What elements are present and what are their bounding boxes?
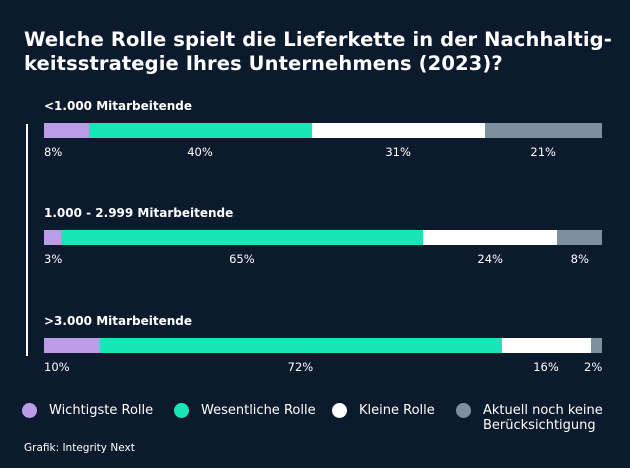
- legend-swatch-wichtigste: [22, 403, 37, 418]
- bar-segment-kleine: [311, 123, 485, 138]
- legend-item-kleine: Kleine Rolle: [332, 403, 435, 418]
- legend-label-line: Berücksichtigung: [483, 418, 596, 433]
- bar-segment-wichtigste: [44, 338, 100, 353]
- bar-segment-kleine: [501, 338, 591, 353]
- category-label: 1.000 - 2.999 Mitarbeitende: [44, 206, 234, 220]
- bar-segment-wesentliche: [88, 123, 312, 138]
- value-label-aktuell: 8%: [570, 252, 589, 266]
- vertical-divider: [26, 124, 28, 356]
- legend-item-wichtigste: Wichtigste Rolle: [22, 403, 153, 418]
- legend-label-line: Aktuell noch keine: [483, 403, 603, 418]
- legend-label: Wichtigste Rolle: [49, 403, 154, 418]
- category-label: >3.000 Mitarbeitende: [44, 314, 192, 328]
- value-label-wichtigste: 8%: [44, 145, 63, 159]
- category-label: <1.000 Mitarbeitende: [44, 99, 192, 113]
- legend: Wichtigste Rolle Wesentliche Rolle Klein…: [22, 403, 622, 435]
- value-labels-1000-2999: 3% 65% 24% 8%: [44, 252, 602, 268]
- source-note: Grafik: Integrity Next: [24, 442, 135, 454]
- chart-title: Welche Rolle spielt die Lieferkette in d…: [24, 28, 614, 76]
- value-labels-lt-1000: 8% 40% 31% 21%: [44, 145, 602, 161]
- chart-title-line-1: Welche Rolle spielt die Lieferkette in d…: [24, 28, 612, 51]
- stacked-bar-gt-3000: [44, 338, 602, 353]
- value-label-kleine: 31%: [385, 145, 411, 159]
- bar-segment-wichtigste: [44, 230, 61, 245]
- value-label-kleine: 16%: [533, 360, 559, 374]
- legend-item-aktuell: Aktuell noch keine Berücksichtigung: [456, 403, 603, 433]
- value-label-aktuell: 2%: [584, 360, 603, 374]
- value-label-wichtigste: 3%: [44, 252, 63, 266]
- value-label-aktuell: 21%: [530, 145, 556, 159]
- value-label-wichtigste: 10%: [44, 360, 70, 374]
- legend-item-wesentliche: Wesentliche Rolle: [174, 403, 316, 418]
- legend-label-aktuell: Aktuell noch keine Berücksichtigung: [483, 403, 603, 433]
- stacked-bar-1000-2999: [44, 230, 602, 245]
- bar-segment-aktuell: [484, 123, 602, 138]
- bar-segment-wesentliche: [99, 338, 502, 353]
- value-label-wesentliche: 40%: [187, 145, 213, 159]
- bar-segment-aktuell: [590, 338, 602, 353]
- bar-segment-kleine: [423, 230, 558, 245]
- bar-segment-wichtigste: [44, 123, 89, 138]
- value-label-wesentliche: 72%: [287, 360, 314, 374]
- value-labels-gt-3000: 10% 72% 16% 2%: [44, 360, 602, 376]
- bar-segment-aktuell: [557, 230, 602, 245]
- stacked-bar-lt-1000: [44, 123, 602, 138]
- value-label-wesentliche: 65%: [229, 252, 255, 266]
- legend-label: Kleine Rolle: [359, 403, 435, 418]
- value-label-kleine: 24%: [477, 252, 503, 266]
- legend-label: Wesentliche Rolle: [201, 403, 316, 418]
- legend-swatch-kleine: [332, 403, 347, 418]
- chart-title-line-2: keitsstrategie Ihres Unternehmens (2023)…: [24, 52, 503, 75]
- legend-swatch-aktuell: [456, 403, 471, 418]
- legend-swatch-wesentliche: [174, 403, 189, 418]
- bar-segment-wesentliche: [60, 230, 424, 245]
